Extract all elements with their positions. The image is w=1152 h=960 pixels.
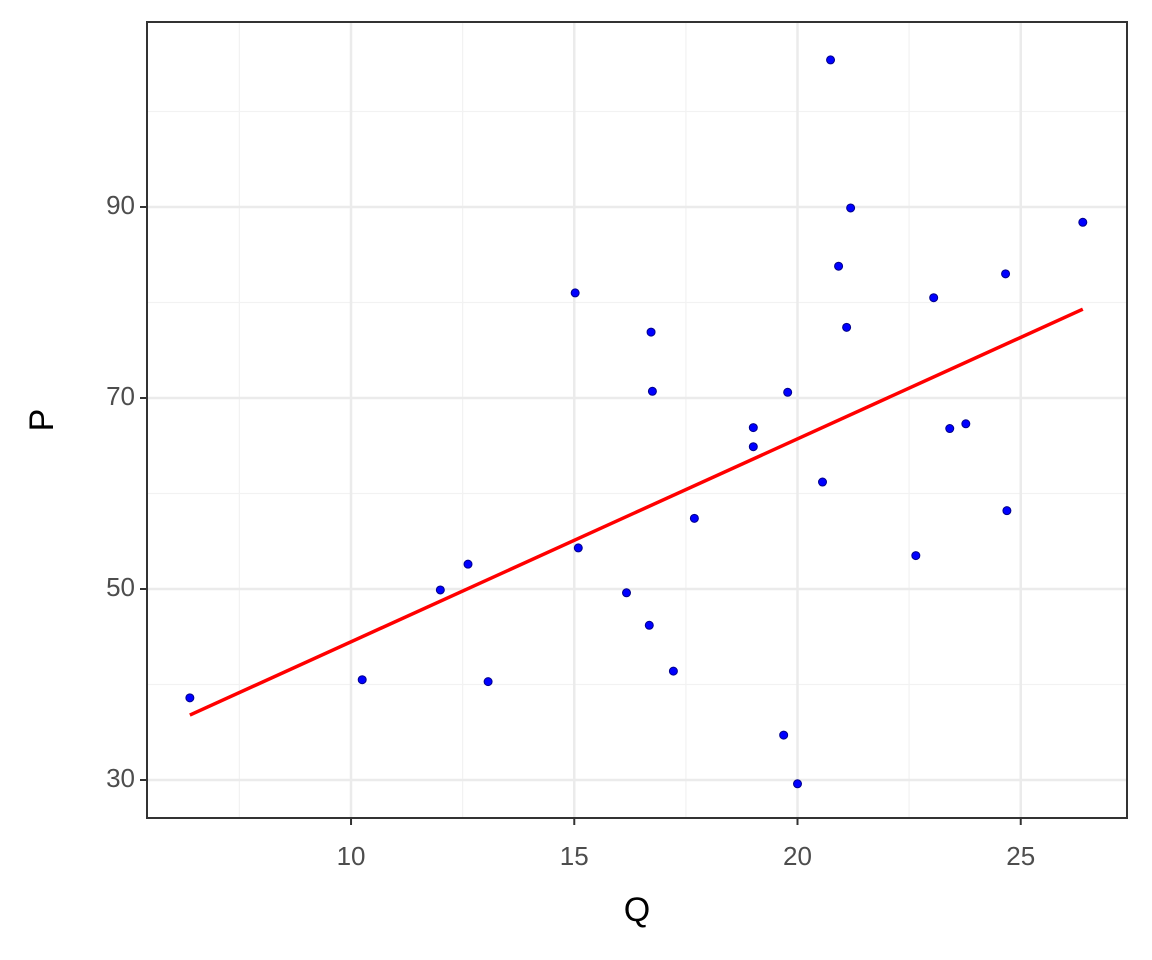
regression-line — [189, 307, 1084, 717]
point — [570, 288, 580, 298]
point — [1001, 269, 1011, 279]
panel-border — [146, 21, 1128, 819]
y-tick-label: 70 — [106, 381, 135, 411]
point — [644, 620, 654, 630]
point — [647, 386, 657, 396]
point — [1078, 217, 1088, 227]
point — [357, 675, 367, 685]
x-axis-title: Q — [624, 891, 650, 929]
point — [783, 387, 793, 397]
point — [793, 779, 803, 789]
x-tick-label: 15 — [560, 841, 589, 871]
point — [911, 551, 921, 561]
y-tick-label: 30 — [106, 763, 135, 793]
point — [929, 293, 939, 303]
point — [689, 513, 699, 523]
y-tick-label: 50 — [106, 572, 135, 602]
x-tick-label: 25 — [1006, 841, 1035, 871]
point — [779, 730, 789, 740]
point — [748, 442, 758, 452]
point — [842, 322, 852, 332]
point — [483, 677, 493, 687]
y-tick-label: 90 — [106, 190, 135, 220]
point — [435, 585, 445, 595]
point — [185, 693, 195, 703]
point — [573, 543, 583, 553]
point — [668, 666, 678, 676]
point — [646, 327, 656, 337]
point — [463, 559, 473, 569]
point — [622, 588, 632, 598]
x-tick-label: 20 — [783, 841, 812, 871]
point — [846, 203, 856, 213]
point — [748, 423, 758, 433]
point — [834, 261, 844, 271]
point — [961, 419, 971, 429]
x-tick-label: 10 — [337, 841, 366, 871]
point — [818, 477, 828, 487]
point — [826, 55, 836, 65]
point — [945, 424, 955, 434]
y-axis-title: P — [23, 409, 61, 432]
point — [1002, 506, 1012, 516]
